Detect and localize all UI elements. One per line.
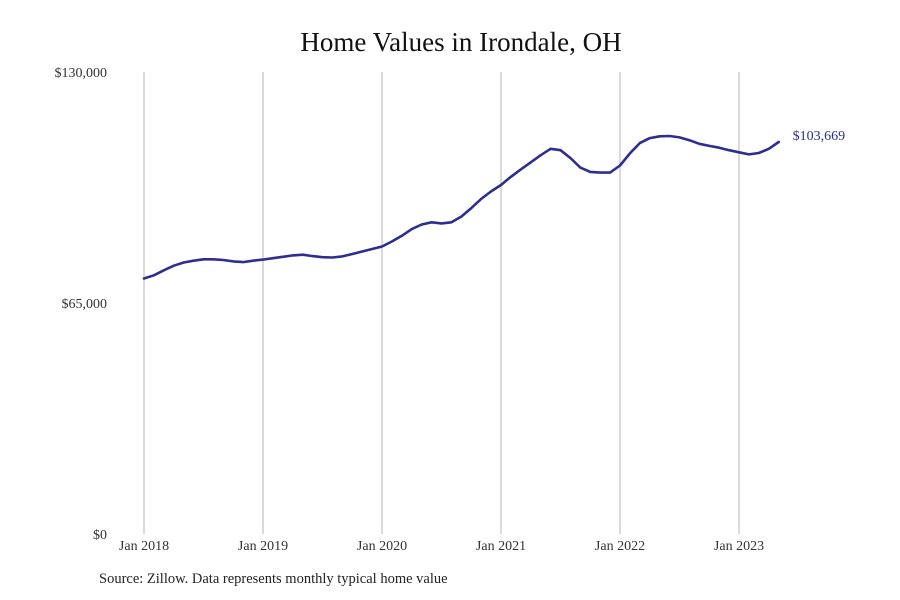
chart-title: Home Values in Irondale, OH (300, 27, 622, 57)
y-tick-label: $0 (93, 528, 107, 543)
x-tick-label: Jan 2021 (476, 539, 526, 554)
x-tick-label: Jan 2020 (357, 539, 407, 554)
x-axis-ticks: Jan 2018 Jan 2019 Jan 2020 Jan 2021 Jan 2022… (119, 539, 764, 554)
x-tick-label: Jan 2018 (119, 539, 169, 554)
end-value-label: $103,669 (793, 129, 846, 144)
y-axis-ticks: $130,000 $65,000 $0 (55, 66, 108, 543)
y-tick-label: $130,000 (55, 66, 108, 81)
series-line (142, 134, 780, 280)
y-tick-label: $65,000 (62, 297, 108, 312)
x-tick-label: Jan 2023 (714, 539, 764, 554)
gridlines (143, 72, 740, 534)
x-tick-label: Jan 2022 (595, 539, 645, 554)
x-tick-label: Jan 2019 (238, 539, 288, 554)
source-note: Source: Zillow. Data represents monthly … (99, 571, 448, 587)
